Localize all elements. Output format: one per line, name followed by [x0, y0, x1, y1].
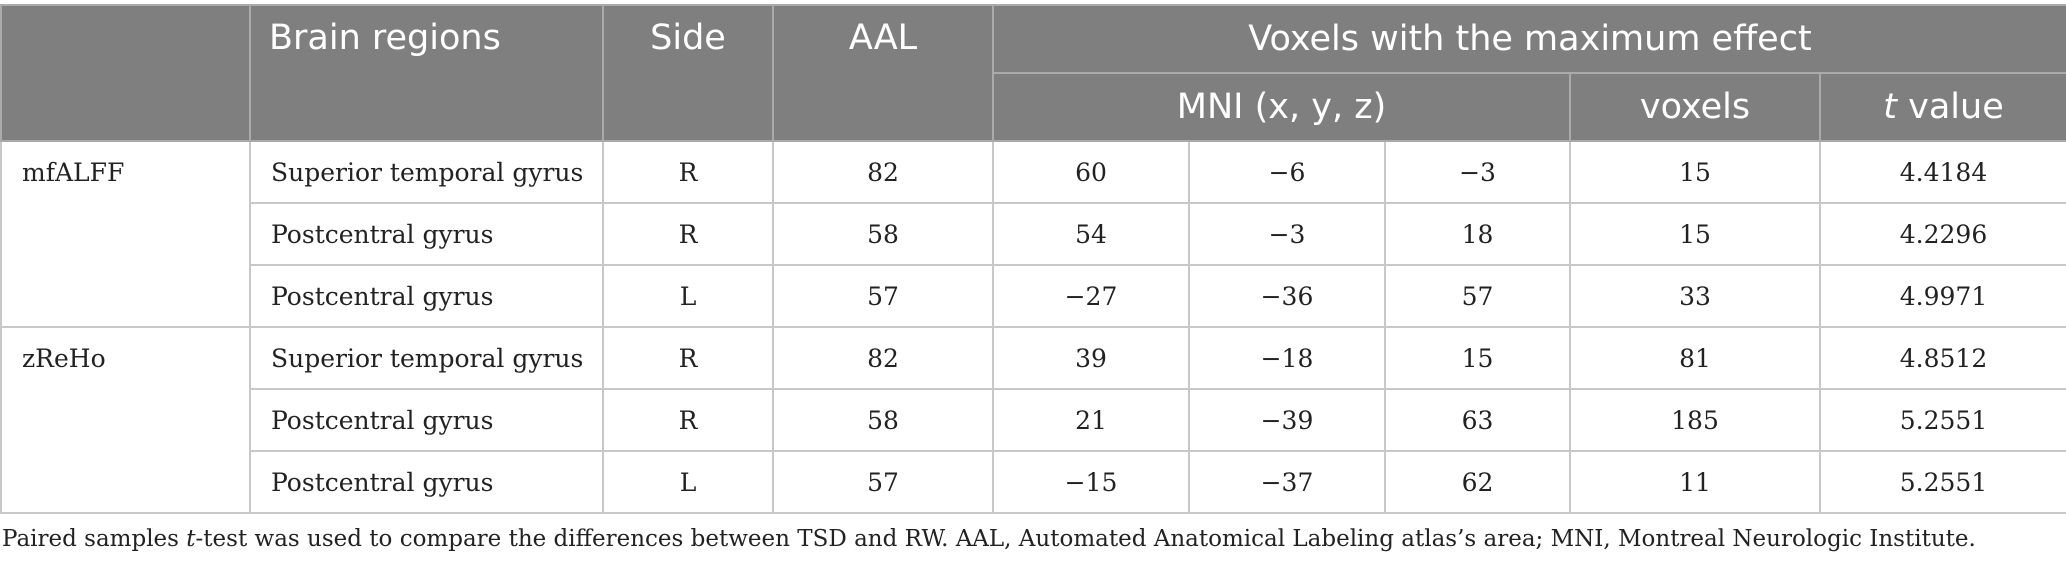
group-label: mfALFF: [0, 140, 251, 328]
cell-aal: 82: [772, 140, 994, 204]
cell-side: R: [602, 140, 774, 204]
cell-region: Postcentral gyrus: [249, 264, 604, 328]
cell-aal: 57: [772, 450, 994, 514]
cell-voxels: 33: [1569, 264, 1821, 328]
table-row: zReHo Superior temporal gyrus R 82 39 −18 15 81…: [0, 326, 2066, 514]
header-voxels-max-effect: Voxels with the maximum effect: [992, 4, 2066, 74]
table-header: Brain regions Side AAL Voxels with the m…: [0, 4, 2066, 142]
cell-t: 4.9971: [1819, 264, 2066, 328]
header-voxels: voxels: [1569, 72, 1821, 142]
cell-region: Superior temporal gyrus: [249, 326, 604, 390]
cell-z: 63: [1384, 388, 1571, 452]
cell-region: Superior temporal gyrus: [249, 140, 604, 204]
cell-aal: 58: [772, 202, 994, 266]
cell-y: −37: [1188, 450, 1386, 514]
results-table: Brain regions Side AAL Voxels with the m…: [0, 4, 2066, 514]
cell-side: L: [602, 450, 774, 514]
cell-t: 5.2551: [1819, 450, 2066, 514]
cell-aal: 57: [772, 264, 994, 328]
cell-side: R: [602, 388, 774, 452]
cell-x: 21: [992, 388, 1190, 452]
footnote-part1: Paired samples: [2, 526, 187, 552]
cell-t: 4.8512: [1819, 326, 2066, 390]
cell-voxels: 15: [1569, 202, 1821, 266]
cell-side: R: [602, 326, 774, 390]
header-t-rest: value: [1897, 87, 2004, 127]
cell-y: −6: [1188, 140, 1386, 204]
table-row: Postcentral gyrus R 58 21 −39 63 185 5.2551: [1, 388, 2066, 452]
footnote-t-italic: t: [186, 526, 196, 552]
cell-region: Postcentral gyrus: [249, 202, 604, 266]
cell-x: 60: [992, 140, 1190, 204]
cell-z: 57: [1384, 264, 1571, 328]
header-side: Side: [602, 4, 774, 142]
cell-aal: 58: [772, 388, 994, 452]
table-row: Postcentral gyrus L 57 −15 −37 62 11 5.2551: [1, 450, 2066, 514]
table-row: Postcentral gyrus R 58 54 −3 18 15 4.2296: [1, 202, 2066, 266]
cell-region: Postcentral gyrus: [249, 450, 604, 514]
cell-z: 18: [1384, 202, 1571, 266]
header-t-value: t value: [1819, 72, 2066, 142]
cell-z: 62: [1384, 450, 1571, 514]
cell-y: −36: [1188, 264, 1386, 328]
table-row: Postcentral gyrus L 57 −27 −36 57 33 4.9971: [1, 264, 2066, 328]
cell-side: L: [602, 264, 774, 328]
cell-x: 39: [992, 326, 1190, 390]
header-group-blank: [0, 4, 251, 142]
footnote-part2: -test was used to compare the difference…: [195, 526, 1976, 552]
table-row: mfALFF Superior temporal gyrus R 82 60 −6 −3 15…: [0, 140, 2066, 328]
header-mni: MNI (x, y, z): [992, 72, 1571, 142]
cell-y: −3: [1188, 202, 1386, 266]
cell-z: 15: [1384, 326, 1571, 390]
cell-voxels: 11: [1569, 450, 1821, 514]
cell-side: R: [602, 202, 774, 266]
cell-voxels: 15: [1569, 140, 1821, 204]
cell-y: −18: [1188, 326, 1386, 390]
cell-x: −27: [992, 264, 1190, 328]
header-brain-regions: Brain regions: [249, 4, 604, 142]
group-label: zReHo: [0, 326, 251, 514]
cell-x: −15: [992, 450, 1190, 514]
header-aal: AAL: [772, 4, 994, 142]
cell-t: 5.2551: [1819, 388, 2066, 452]
cell-y: −39: [1188, 388, 1386, 452]
cell-z: −3: [1384, 140, 1571, 204]
cell-voxels: 81: [1569, 326, 1821, 390]
cell-aal: 82: [772, 326, 994, 390]
cell-x: 54: [992, 202, 1190, 266]
cell-t: 4.2296: [1819, 202, 2066, 266]
cell-voxels: 185: [1569, 388, 1821, 452]
table-body: mfALFF Superior temporal gyrus R 82 60 −6 −3 15…: [0, 140, 2066, 514]
table-footnote: Paired samples t-test was used to compar…: [2, 526, 1976, 552]
cell-region: Postcentral gyrus: [249, 388, 604, 452]
header-t-italic: t: [1883, 87, 1897, 127]
cell-t: 4.4184: [1819, 140, 2066, 204]
